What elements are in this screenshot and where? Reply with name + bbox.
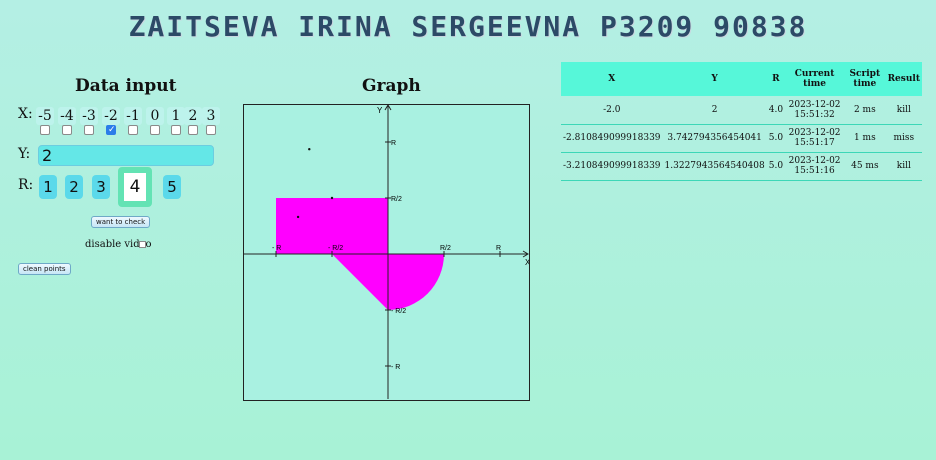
clean-points-button[interactable]: clean points <box>18 263 71 275</box>
table-cell: 3.742794356454041 <box>662 124 767 153</box>
x-option-checkbox[interactable] <box>62 125 72 135</box>
table-cell: miss <box>885 124 922 153</box>
table-cell: 4.0 <box>766 96 786 125</box>
ticks: - R - R/2 R/2 R R R/2 - R/2 - R <box>272 140 501 371</box>
table-cell: kill <box>885 152 922 181</box>
r-option-button[interactable]: 3 <box>92 175 110 199</box>
x-label: X: <box>18 106 33 122</box>
x-option-label: 0 <box>146 107 164 125</box>
x-option-checkbox[interactable] <box>128 125 138 135</box>
column-header: Current time <box>785 62 845 96</box>
table-cell: 2023-12-02 15:51:16 <box>785 152 845 181</box>
page-title: ZAITSEVA IRINA SERGEEVNA P3209 90838 <box>128 10 808 43</box>
r-label: R: <box>18 177 34 193</box>
x-option-label: -1 <box>124 107 142 125</box>
table-row: -2.810849099918339 3.742794356454041 5.0 20… <box>561 124 922 153</box>
table-cell: 5.0 <box>766 152 786 181</box>
x-option-label: -5 <box>36 107 54 125</box>
y-tick-label: - R <box>391 364 400 371</box>
table-cell: 2023-12-02 15:51:32 <box>785 96 845 125</box>
area-quarter-circle <box>388 254 444 310</box>
area-triangle <box>332 254 388 310</box>
table-body: -2.0 2 4.0 2023-12-02 15:51:32 2 ms kill -2.81… <box>561 96 922 181</box>
x-option-checkbox[interactable] <box>188 125 198 135</box>
x-option-label: -4 <box>58 107 76 125</box>
x-option-label: 2 <box>184 107 202 125</box>
column-header: Y <box>662 62 767 96</box>
x-option-label: -3 <box>80 107 98 125</box>
want-to-check-button[interactable]: want to check <box>91 216 151 228</box>
x-tick-label: R <box>496 245 501 252</box>
r-option-button[interactable]: 4 <box>118 167 152 207</box>
column-header: X <box>561 62 663 96</box>
hit-area <box>276 198 444 310</box>
x-option-checkbox[interactable] <box>106 125 116 135</box>
table-row: -3.210849099918339 1.3227943564540408 5.0 2… <box>561 152 922 181</box>
graph-point <box>308 148 311 151</box>
x-option-checkbox[interactable] <box>84 125 94 135</box>
x-option-checkbox[interactable] <box>206 125 216 135</box>
area-rectangle <box>276 198 388 254</box>
x-option-checkbox[interactable] <box>40 125 50 135</box>
y-tick-label: R/2 <box>391 196 402 203</box>
x-option-label: -2 <box>102 107 120 125</box>
x-option-checkbox[interactable] <box>171 125 181 135</box>
r-option-button[interactable]: 5 <box>163 175 181 199</box>
points-layer <box>296 148 334 219</box>
r-option-button[interactable]: 2 <box>65 175 83 199</box>
y-label: Y: <box>18 146 31 162</box>
table-cell: 2 <box>662 96 767 125</box>
r-option-button[interactable]: 1 <box>39 175 57 199</box>
x-axis-label: X <box>525 258 529 267</box>
axes: XY <box>244 104 531 399</box>
table-cell: kill <box>885 96 922 125</box>
y-axis-label: Y <box>377 106 383 115</box>
table-cell: 45 ms <box>844 152 886 181</box>
table-cell: -3.210849099918339 <box>561 152 663 181</box>
x-tick-label: - R/2 <box>328 245 343 252</box>
table-cell: -2.810849099918339 <box>561 124 663 153</box>
x-tick-label: - R <box>272 245 281 252</box>
table-row: -2.0 2 4.0 2023-12-02 15:51:32 2 ms kill <box>561 96 922 125</box>
graph-svg[interactable]: XY - R- R/2 R/2 RRR/2- R/2- R <box>244 104 531 400</box>
table-cell: -2.0 <box>561 96 663 125</box>
graph-point <box>296 215 300 219</box>
table-cell: 5.0 <box>766 124 786 153</box>
x-option-label: 3 <box>202 107 220 125</box>
y-tick-label: - R/2 <box>391 308 406 315</box>
x-axis-arrow <box>522 250 529 258</box>
table-cell: 1 ms <box>844 124 886 153</box>
disable-video-label: disable video <box>85 239 152 250</box>
table-header-row: X Y R Current time Script time Result <box>561 62 922 96</box>
column-header: R <box>766 62 786 96</box>
graph-point <box>330 196 334 200</box>
column-header: Result <box>885 62 922 96</box>
results-table: X Y R Current time Script time Result -2.0 2 4.… <box>561 62 922 181</box>
y-tick-label: R <box>391 140 396 147</box>
y-axis-arrow <box>384 104 392 111</box>
x-tick-label: R/2 <box>440 245 451 252</box>
disable-video-checkbox[interactable] <box>139 241 146 248</box>
column-header: Script time <box>844 62 886 96</box>
table-cell: 1.3227943564540408 <box>662 152 767 181</box>
table-cell: 2 ms <box>844 96 886 125</box>
x-option-label: 1 <box>167 107 185 125</box>
graph-title: Graph <box>362 76 421 96</box>
data-input-title: Data input <box>75 76 177 96</box>
x-option-checkbox[interactable] <box>150 125 160 135</box>
y-input[interactable]: 2 <box>38 145 214 166</box>
table-cell: 2023-12-02 15:51:17 <box>785 124 845 153</box>
